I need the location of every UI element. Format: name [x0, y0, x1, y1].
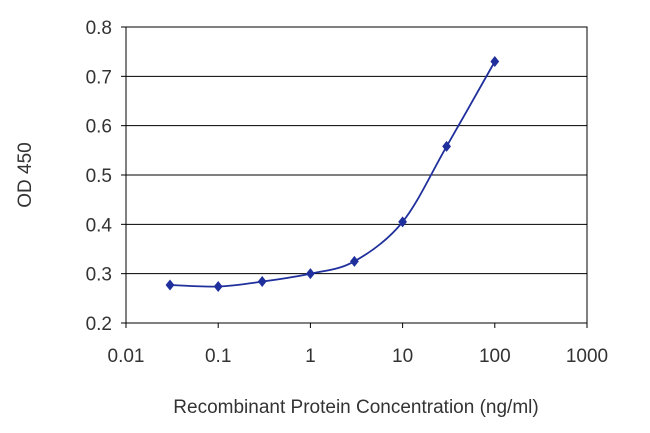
y-tick-labels: 0.2 0.3 0.4 0.5 0.6 0.7 0.8 — [86, 18, 126, 335]
y-axis-title: OD 450 — [15, 142, 36, 207]
x-tick-label: 100 — [479, 346, 511, 367]
y-tick-label: 0.6 — [86, 117, 112, 138]
data-point-marker — [213, 280, 223, 292]
data-point-marker — [257, 276, 267, 288]
y-tick-label: 0.8 — [86, 18, 112, 39]
data-point-marker — [490, 56, 500, 68]
x-tick-label: 0.01 — [108, 346, 145, 367]
data-point-marker — [442, 140, 451, 152]
y-tick-label: 0.3 — [86, 265, 112, 286]
x-tick-label: 0.1 — [205, 346, 231, 367]
x-tick-labels: 0.01 0.1 1 10 100 1000 — [108, 323, 608, 367]
y-tick-label: 0.7 — [86, 67, 112, 88]
x-tick-label: 10 — [392, 346, 413, 367]
x-tick-label: 1000 — [566, 346, 608, 367]
y-tick-label: 0.5 — [86, 166, 112, 187]
x-axis-title: Recombinant Protein Concentration (ng/ml… — [173, 397, 538, 418]
data-point-marker — [349, 255, 359, 267]
data-point-marker — [306, 268, 315, 280]
series-markers — [165, 56, 500, 292]
gridlines — [126, 75, 587, 275]
y-tick-label: 0.4 — [86, 215, 113, 236]
data-point-marker — [165, 279, 175, 291]
data-point-marker — [398, 216, 407, 228]
y-tick-label: 0.2 — [86, 314, 112, 335]
x-tick-label: 1 — [305, 346, 316, 367]
